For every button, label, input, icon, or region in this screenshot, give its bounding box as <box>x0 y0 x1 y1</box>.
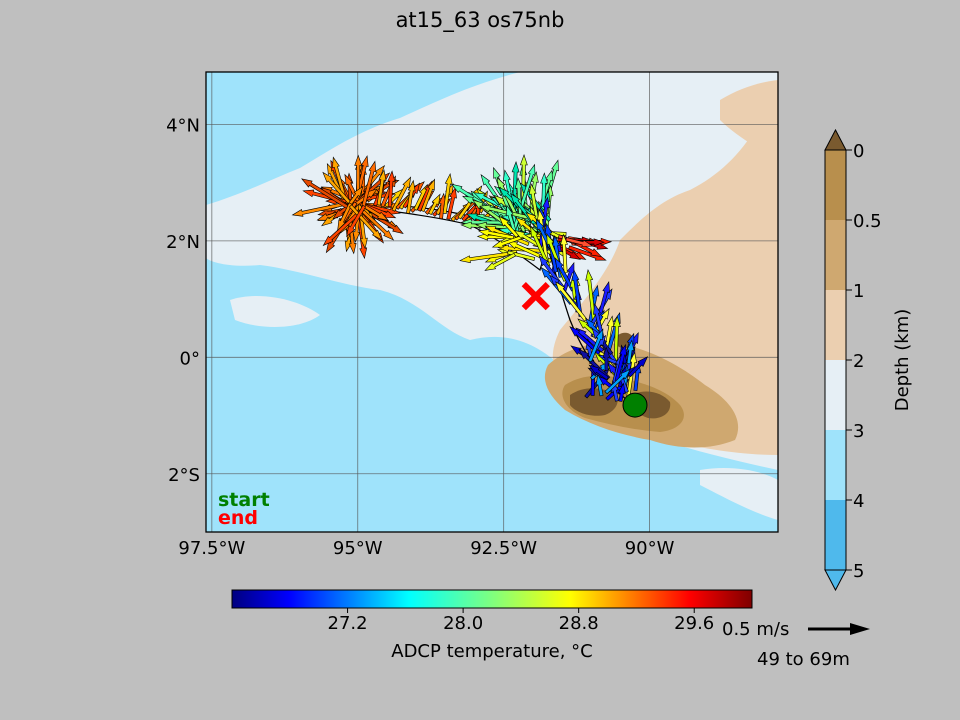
depth-colorbar-segment <box>825 500 846 570</box>
lon-tick-label: 90°W <box>625 538 675 559</box>
velocity-arrow-icon <box>617 382 626 402</box>
scale-arrowhead-icon <box>850 623 870 635</box>
latitude-tick-labels: 4°N 2°N 0° 2°S <box>166 115 200 485</box>
lon-tick-label: 95°W <box>333 538 383 559</box>
temp-tick-label: 28.0 <box>443 613 483 634</box>
bathy-1-2km-ne <box>720 80 778 160</box>
velocity-arrow-icon <box>376 169 387 206</box>
map-frame <box>205 71 779 533</box>
lat-tick-label: 0° <box>180 348 200 369</box>
bathy-2-3km-patch <box>230 295 320 327</box>
velocity-arrow-icon <box>420 178 435 213</box>
velocity-arrow-icon <box>626 339 635 365</box>
velocity-arrow-icon <box>562 261 575 292</box>
velocity-arrow-icon <box>354 154 363 205</box>
track-markers <box>521 282 648 418</box>
temp-tick-label: 27.2 <box>328 613 368 634</box>
legend-end: end <box>218 507 258 529</box>
velocity-arrow-icon <box>571 269 583 317</box>
lat-tick-label: 2°S <box>168 465 200 486</box>
scale-speed-label: 0.5 m/s <box>722 619 789 640</box>
depth-tick-label: 0.5 <box>853 211 882 232</box>
temperature-colorbar-gradient <box>231 589 753 609</box>
depth-tick-label: 0 <box>853 141 864 162</box>
velocity-arrow-icon <box>406 179 416 214</box>
map-grid <box>206 72 778 532</box>
map-area: 4°N 2°N 0° 2°S 97.5°W 95°W 92.5°W 90°W start e… <box>166 71 779 559</box>
lon-tick-label: 92.5°W <box>470 538 537 559</box>
velocity-arrow-icon <box>555 281 588 322</box>
velocity-arrow-icon <box>560 233 568 274</box>
temp-tick-label: 29.6 <box>674 613 714 634</box>
plot-title: at15_63 os75nb <box>395 8 565 32</box>
depth-tick-label: 1 <box>853 281 864 302</box>
longitude-tick-labels: 97.5°W 95°W 92.5°W 90°W <box>178 538 674 559</box>
velocity-arrow-icon <box>627 356 649 378</box>
depth-tick-label: 4 <box>853 491 864 512</box>
velocity-arrow-icon <box>301 178 349 210</box>
depth-colorbar-segment <box>825 430 846 500</box>
velocity-arrow-icon <box>459 252 509 264</box>
depth-colorbar-segment <box>825 290 846 360</box>
velocity-arrow-icon <box>428 193 441 216</box>
depth-tick-label: 2 <box>853 351 864 372</box>
legend-start: start <box>218 489 270 511</box>
velocity-arrow-icon <box>387 170 396 208</box>
velocity-arrow-icon <box>578 348 611 380</box>
velocity-arrow-icon <box>602 346 611 371</box>
velocity-arrow-icon <box>604 368 631 395</box>
depth-colorbar-segment <box>825 360 846 430</box>
depth-colorbar-label: Depth (km) <box>892 309 913 412</box>
velocity-arrow-icon <box>614 343 627 382</box>
scale-depth-range: 49 to 69m <box>757 649 850 670</box>
velocity-arrow-icon <box>337 202 353 232</box>
velocity-arrow-icon <box>530 225 551 268</box>
depth-tick-label: 3 <box>853 421 864 442</box>
velocity-arrow-icon <box>595 373 604 397</box>
temperature-colorbar: 27.2 28.0 28.8 29.6 ADCP temperature, °C <box>231 589 753 662</box>
start-marker-icon <box>622 392 648 418</box>
velocity-arrow-icon <box>446 186 457 220</box>
lon-tick-label: 97.5°W <box>178 538 245 559</box>
depth-colorbar: 0 0.5 1 2 3 4 5 Depth (km) <box>824 128 913 592</box>
temp-tick-label: 28.8 <box>559 613 599 634</box>
velocity-arrow-icon <box>528 183 539 221</box>
end-marker-icon <box>521 282 550 311</box>
depth-colorbar-extend-top <box>824 128 847 151</box>
velocity-arrow-icon <box>348 204 383 241</box>
velocity-arrow-icon <box>442 172 453 214</box>
velocity-arrow-icon <box>588 364 609 381</box>
velocity-arrow-icon <box>484 252 516 271</box>
depth-tick-label: 5 <box>853 561 864 582</box>
depth-colorbar-segment <box>825 150 846 220</box>
velocity-arrow-icon <box>346 204 367 238</box>
lat-tick-label: 2°N <box>166 232 200 253</box>
velocity-arrow-icon <box>612 315 621 366</box>
depth-colorbar-extend-bottom <box>824 569 847 592</box>
velocity-arrow-icon <box>361 160 377 207</box>
land-mass <box>570 388 618 416</box>
velocity-arrow-icon <box>477 229 515 240</box>
velocity-arrow-icon <box>588 328 604 363</box>
bathy-2-3km-patch2 <box>700 468 778 520</box>
temperature-colorbar-label: ADCP temperature, °C <box>391 641 592 662</box>
depth-colorbar-segment <box>825 220 846 290</box>
scale-legend: 0.5 m/s 49 to 69m <box>722 619 870 670</box>
adcp-velocity-vectors <box>291 154 649 402</box>
lat-tick-label: 4°N <box>166 115 200 136</box>
velocity-arrow-icon <box>565 237 594 248</box>
